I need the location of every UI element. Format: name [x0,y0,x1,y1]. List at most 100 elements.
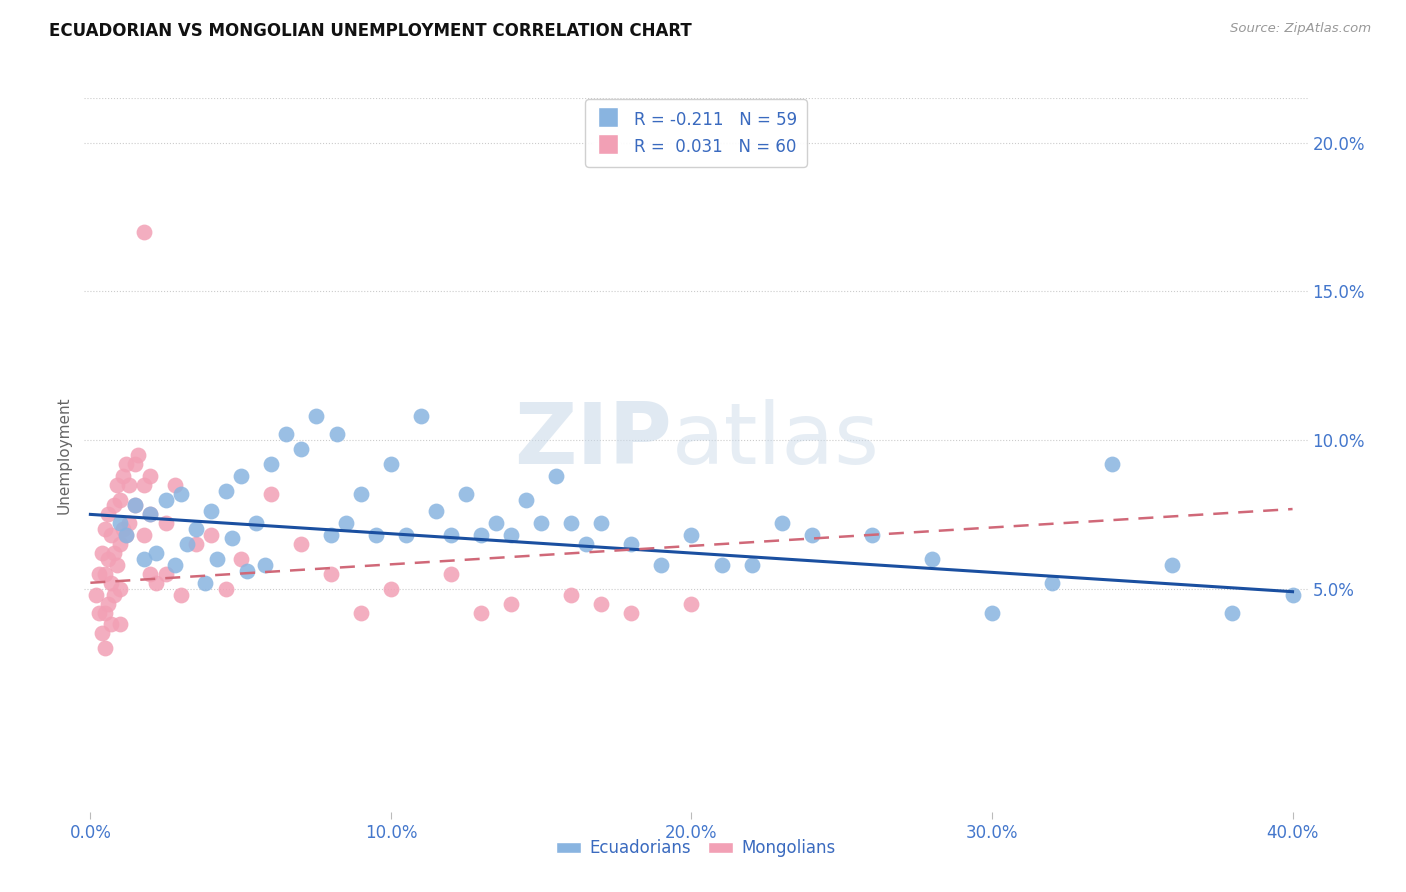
Point [110,537,132,551]
Point [921,552,943,566]
Point [546,468,568,483]
Point [89,606,111,620]
Text: ZIP: ZIP [513,399,672,483]
Point [575,537,598,551]
Point [112,522,135,536]
Point [91,546,114,560]
Point [860,528,883,542]
Point [110,516,132,531]
Point [501,597,523,611]
Point [710,558,733,572]
Point [184,537,207,551]
Point [184,522,207,536]
Point [194,575,217,590]
Point [650,558,672,572]
Point [1222,606,1244,620]
Text: ECUADORIAN VS MONGOLIAN UNEMPLOYMENT CORRELATION CHART: ECUADORIAN VS MONGOLIAN UNEMPLOYMENT COR… [49,22,692,40]
Point [145,546,167,560]
Point [94,566,117,581]
Point [169,588,191,602]
Point [86,588,108,602]
Point [770,516,793,531]
Point [741,558,763,572]
Point [134,528,156,542]
Y-axis label: Unemployment: Unemployment [56,396,72,514]
Point [163,558,186,572]
Point [253,558,276,572]
Point [235,564,257,578]
Point [155,566,177,581]
Point [470,606,492,620]
Point [214,582,236,596]
Point [118,477,141,491]
Point [260,457,283,471]
Point [200,504,222,518]
Point [229,552,252,566]
Point [326,427,349,442]
Point [107,558,129,572]
Point [591,597,613,611]
Point [395,528,418,542]
Point [591,516,613,531]
Point [103,499,125,513]
Point [155,516,177,531]
Point [800,528,823,542]
Point [124,457,146,471]
Point [515,492,537,507]
Point [139,468,162,483]
Point [115,528,138,542]
Point [89,566,111,581]
Point [560,588,582,602]
Point [440,528,463,542]
Point [229,468,252,483]
Point [94,606,117,620]
Legend: Ecuadorians, Mongolians: Ecuadorians, Mongolians [550,833,842,864]
Point [163,477,186,491]
Point [485,516,508,531]
Point [139,566,162,581]
Point [127,448,149,462]
Point [681,528,703,542]
Point [118,516,141,531]
Point [620,606,643,620]
Point [380,582,402,596]
Point [94,522,117,536]
Point [169,486,191,500]
Point [112,468,135,483]
Point [530,516,553,531]
Point [620,537,643,551]
Point [205,552,228,566]
Text: Source: ZipAtlas.com: Source: ZipAtlas.com [1230,22,1371,36]
Point [176,537,198,551]
Point [319,528,342,542]
Point [245,516,267,531]
Point [1281,588,1303,602]
Point [110,492,132,507]
Point [145,575,167,590]
Point [981,606,1004,620]
Point [134,225,156,239]
Point [103,546,125,560]
Point [139,508,162,522]
Point [260,486,283,500]
Point [139,508,162,522]
Point [221,531,243,545]
Point [1101,457,1123,471]
Point [290,442,312,456]
Point [155,492,177,507]
Point [94,641,117,656]
Point [100,617,122,632]
Point [115,457,138,471]
Point [290,537,312,551]
Point [305,409,328,424]
Point [115,528,138,542]
Point [335,516,357,531]
Point [134,552,156,566]
Point [681,597,703,611]
Point [110,617,132,632]
Point [100,528,122,542]
Point [350,606,373,620]
Point [100,575,122,590]
Text: atlas: atlas [672,399,880,483]
Point [425,504,447,518]
